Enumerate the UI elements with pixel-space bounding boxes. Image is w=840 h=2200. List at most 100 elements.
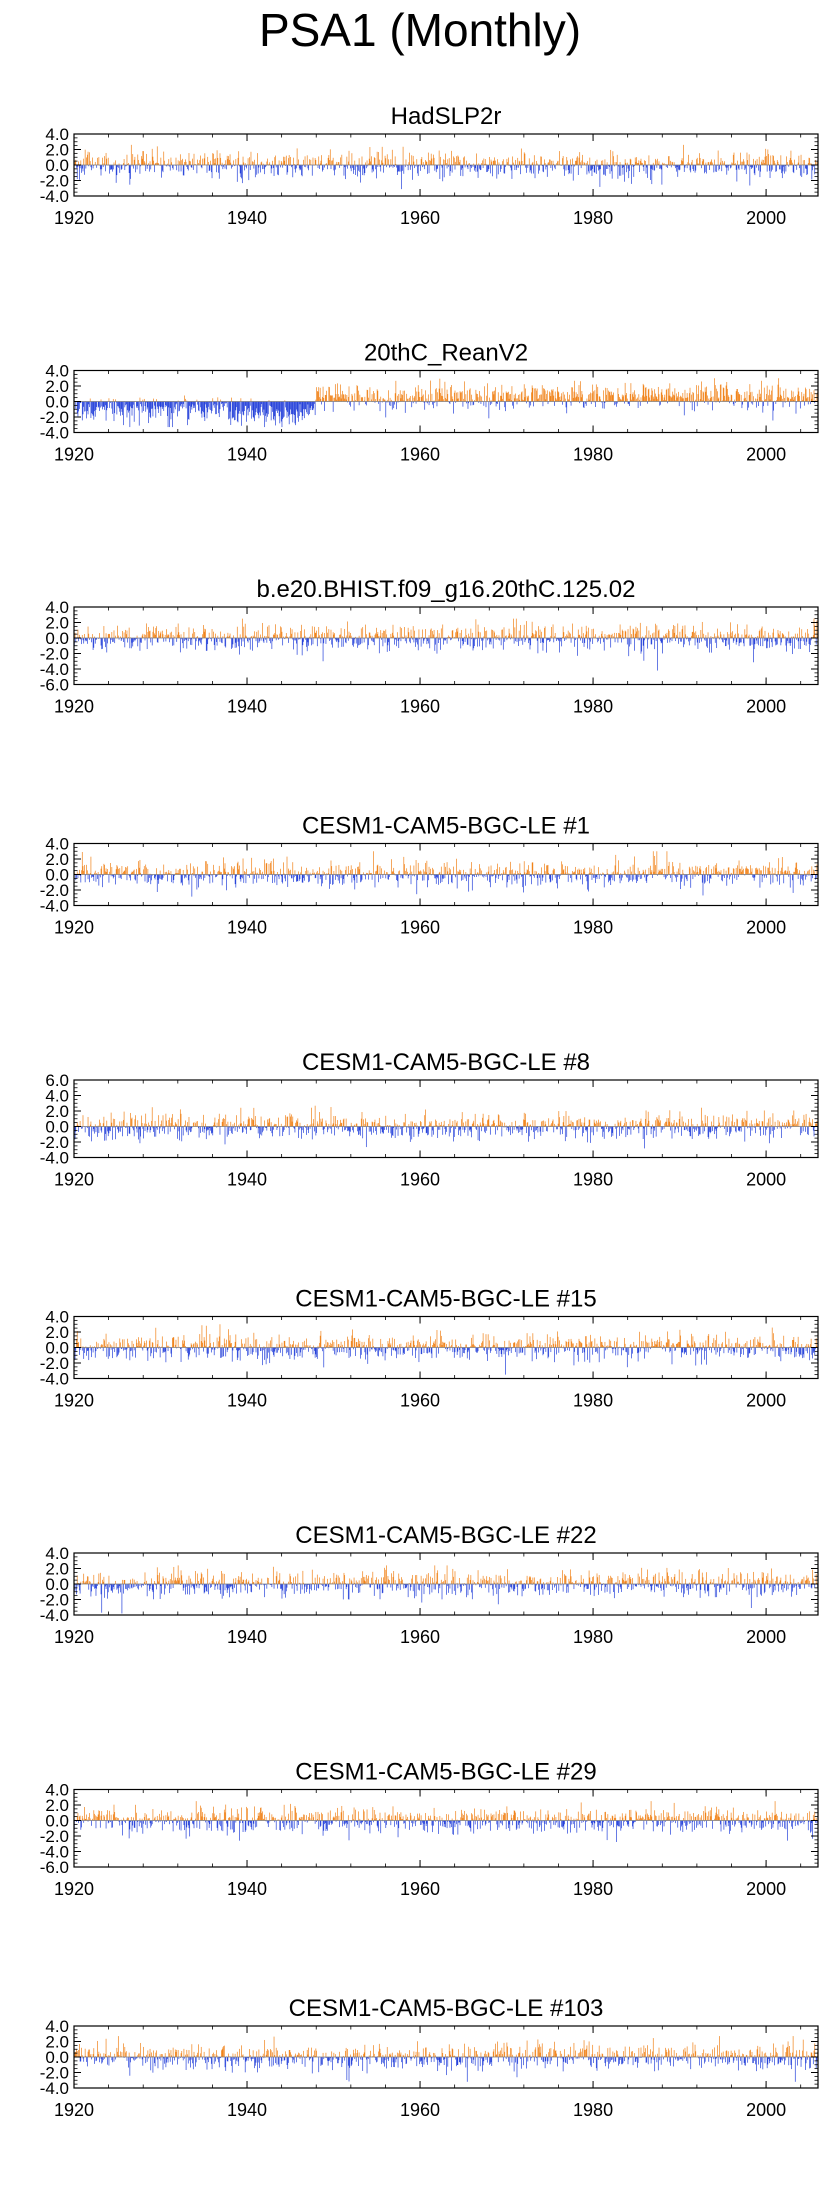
bar-negative (754, 638, 756, 645)
bar-negative (170, 638, 172, 640)
bar-negative (752, 874, 754, 878)
bar-negative (363, 638, 365, 643)
bar-positive (774, 163, 776, 165)
bar-positive (286, 636, 288, 638)
bar-positive (549, 392, 551, 402)
bar-positive (422, 629, 423, 638)
bar-positive (237, 861, 239, 875)
bar-positive (151, 148, 153, 165)
bar-negative (436, 874, 438, 877)
bar-positive (233, 635, 235, 638)
bar-positive (303, 1125, 305, 1127)
bar-negative (779, 165, 781, 170)
bar-positive (620, 634, 622, 638)
bar-positive (590, 392, 591, 402)
bar-positive (247, 1119, 249, 1127)
bar-negative (98, 1126, 100, 1134)
bar-positive (254, 631, 255, 638)
bar-positive (554, 869, 555, 875)
bar-negative (463, 638, 464, 644)
bar-negative (471, 165, 472, 169)
bar-positive (683, 873, 684, 875)
bar-positive (471, 399, 473, 402)
bar-negative (412, 874, 413, 876)
bar-positive (477, 624, 479, 638)
bar-positive (658, 629, 660, 638)
bar-positive (215, 158, 216, 165)
bar-positive (330, 860, 332, 875)
bar-positive (485, 163, 487, 165)
bar-positive (509, 633, 511, 638)
bar-positive (395, 163, 397, 165)
bar-positive (578, 157, 580, 165)
bar-negative (81, 165, 82, 173)
bar-positive (106, 158, 108, 165)
bar-negative (216, 401, 218, 406)
bar-negative (652, 638, 654, 640)
bar-positive (190, 863, 191, 875)
bar-positive (553, 868, 555, 875)
bar-positive (340, 1119, 341, 1127)
bar-positive (149, 873, 151, 875)
bar-negative (562, 401, 563, 405)
bar-negative (480, 874, 482, 876)
bar-positive (448, 1123, 449, 1127)
bar-negative (438, 1126, 439, 1130)
bar-negative (800, 638, 802, 641)
bar-negative (462, 638, 464, 646)
bar-positive (510, 393, 511, 402)
bar-negative (485, 401, 487, 408)
bar-positive (316, 391, 318, 402)
bar-positive (766, 385, 768, 402)
bar-negative (133, 638, 134, 642)
bar-positive (116, 1124, 118, 1127)
bar-negative (526, 401, 527, 404)
bar-negative (191, 874, 193, 897)
bar-negative (102, 401, 103, 410)
bar-positive (451, 150, 452, 165)
bar-positive (113, 162, 115, 165)
bar-positive (581, 160, 583, 165)
bar-positive (259, 868, 260, 875)
bar-negative (529, 401, 531, 403)
bar-positive (633, 629, 635, 638)
bar-negative (219, 401, 221, 410)
bar-positive (471, 862, 472, 875)
bar-positive (299, 1122, 301, 1127)
bar-positive (360, 1118, 362, 1127)
bar-negative (531, 165, 532, 174)
bar-negative (84, 401, 85, 412)
bar-positive (158, 1115, 160, 1127)
bar-negative (282, 401, 284, 420)
bar-negative (280, 401, 282, 422)
bar-negative (525, 165, 526, 168)
bar-negative (467, 874, 469, 877)
bar-positive (432, 631, 433, 638)
bar-negative (352, 638, 353, 646)
bar-negative (260, 638, 262, 641)
bar-positive (119, 1121, 121, 1127)
bar-positive (262, 163, 264, 165)
bar-negative (179, 401, 181, 406)
bar-positive (552, 870, 554, 875)
bar-negative (309, 638, 311, 640)
bar-negative (412, 638, 413, 640)
bar-positive (475, 873, 477, 875)
bar-negative (431, 1126, 433, 1137)
bar-negative (504, 165, 506, 174)
bar-positive (314, 626, 315, 638)
bar-positive (231, 397, 232, 402)
bar-positive (392, 624, 394, 638)
bar-negative (288, 401, 290, 425)
bar-negative (404, 165, 406, 168)
bar-negative (670, 874, 671, 878)
y-tick-label: 4.0 (45, 125, 69, 144)
bar-negative (347, 1126, 348, 1132)
bar-positive (314, 632, 316, 638)
bar-positive (505, 867, 506, 875)
bar-positive (563, 869, 565, 875)
bar-negative (182, 1126, 183, 1128)
bar-positive (704, 387, 706, 402)
bar-positive (218, 870, 219, 875)
bar-negative (390, 401, 392, 406)
